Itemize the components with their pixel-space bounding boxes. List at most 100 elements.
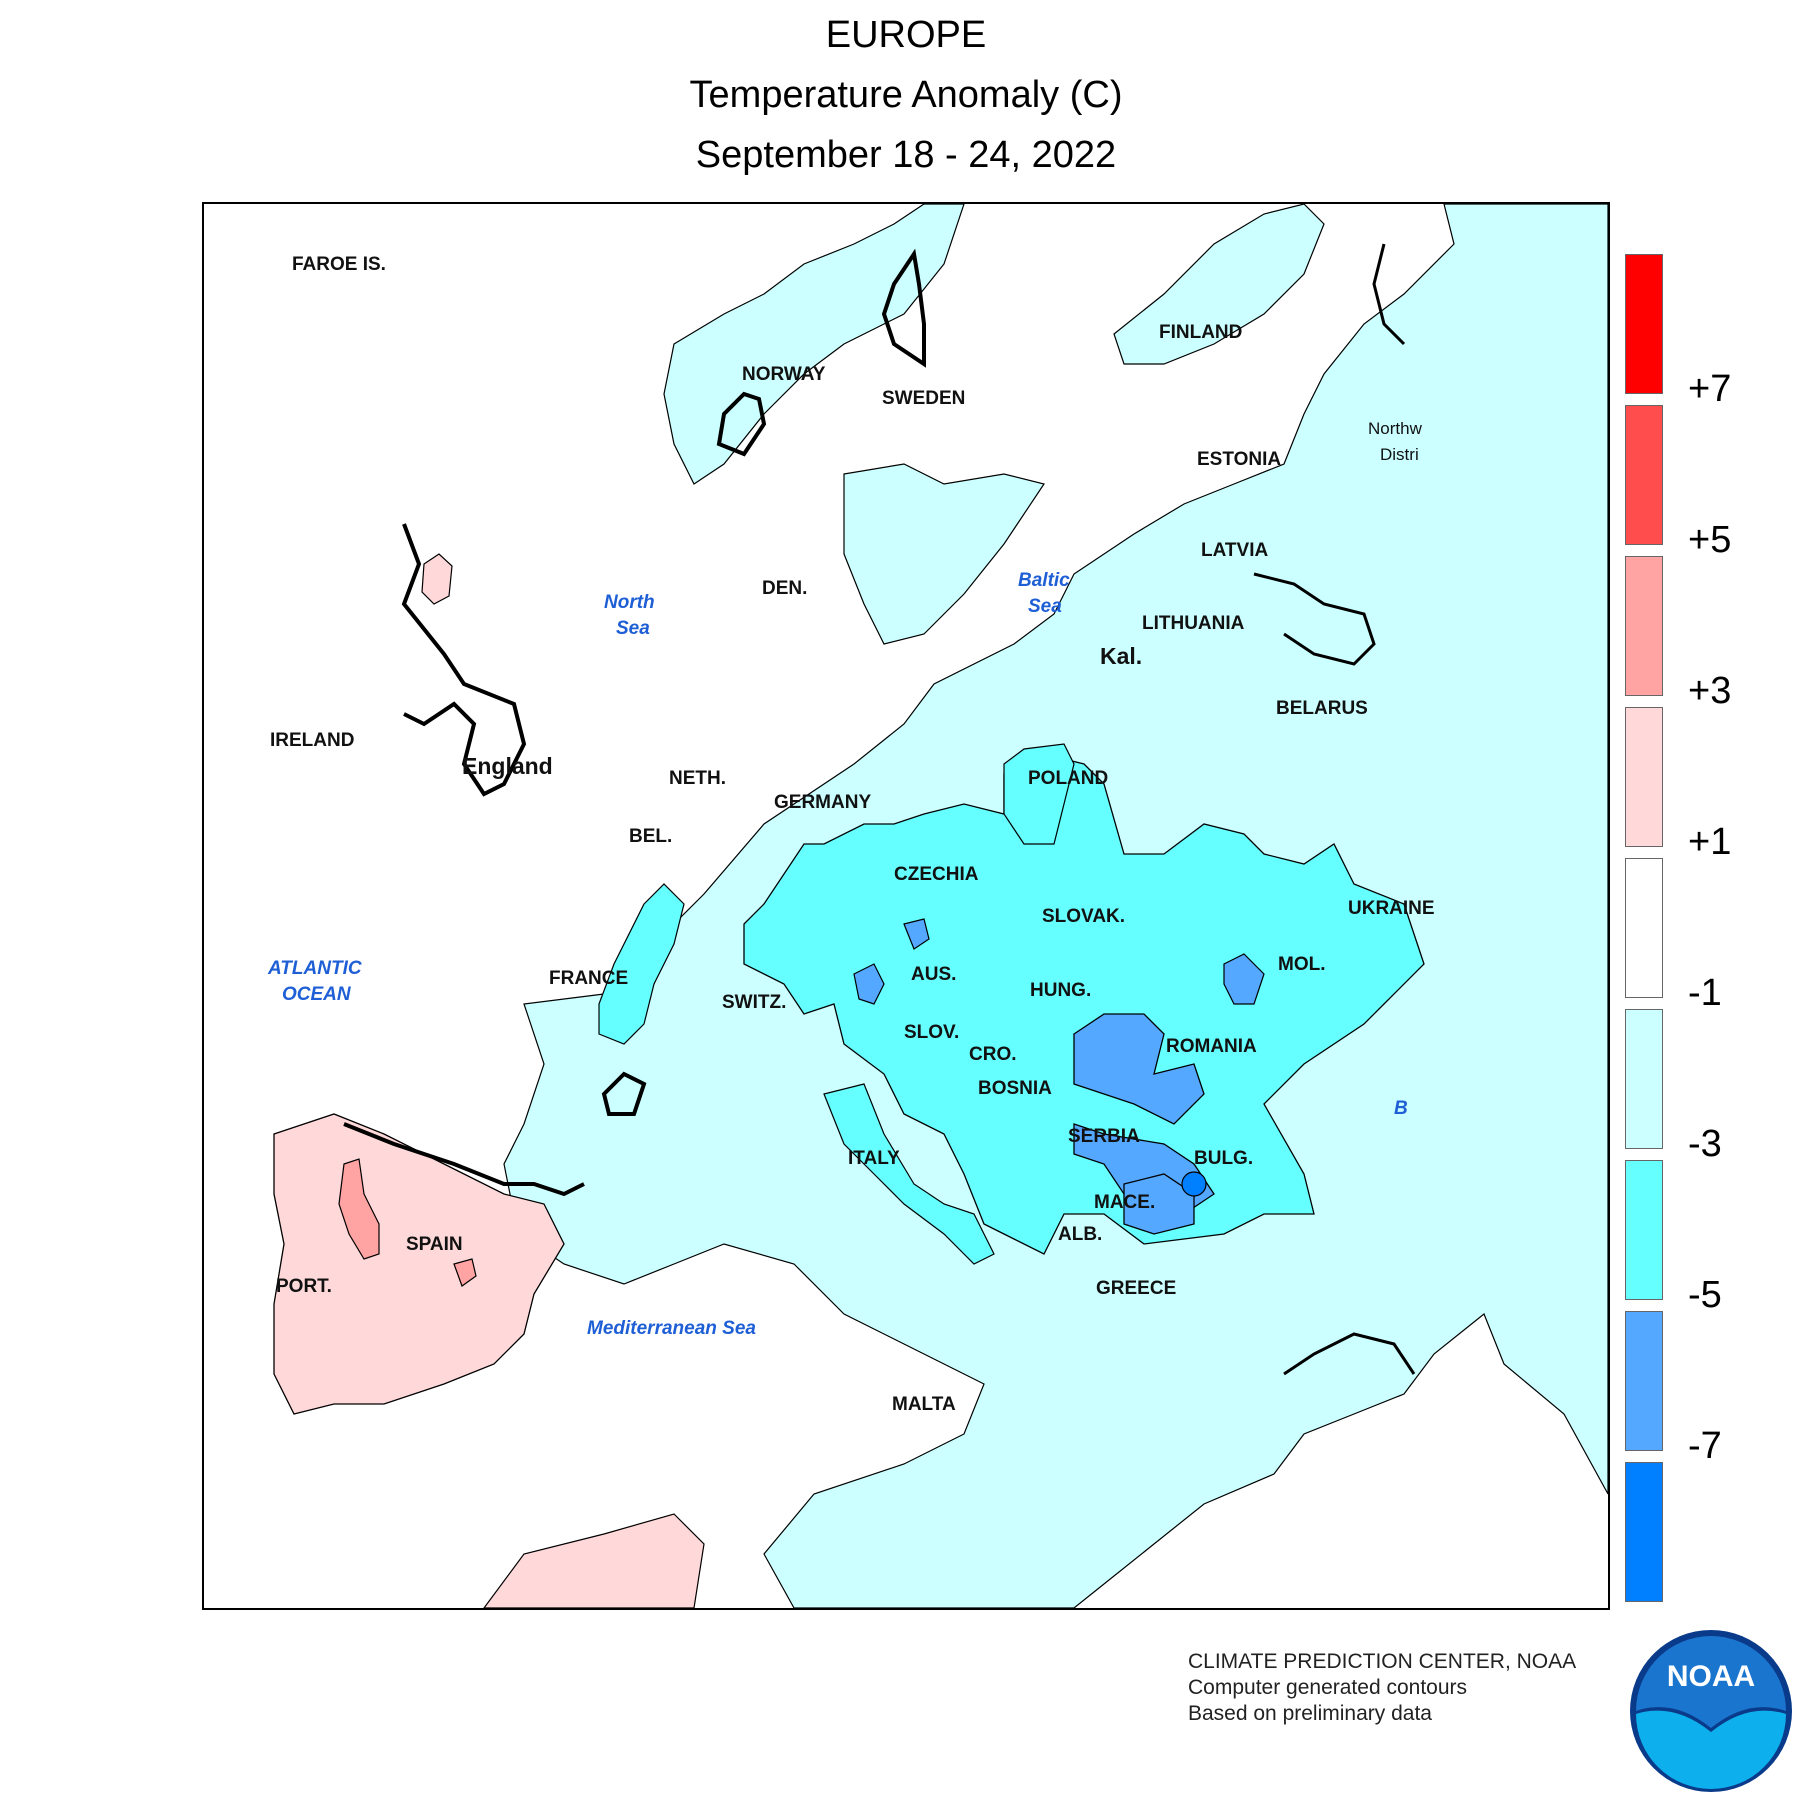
label-slovenia: SLOV. bbox=[904, 1022, 959, 1043]
credit-method: Computer generated contours bbox=[1188, 1676, 1467, 1699]
label-ukraine: UKRAINE bbox=[1348, 898, 1435, 919]
title-variable: Temperature Anomaly (C) bbox=[689, 74, 1123, 116]
anomaly-zone-plus1-plus3-scotland bbox=[421, 553, 453, 605]
label-slovakia: SLOVAK. bbox=[1042, 906, 1125, 927]
label-denmark: DEN. bbox=[762, 578, 807, 599]
label-atlantic-2: OCEAN bbox=[282, 984, 352, 1005]
label-hungary: HUNG. bbox=[1030, 980, 1091, 1001]
contour-finland bbox=[1372, 243, 1406, 346]
legend-swatch bbox=[1625, 1311, 1663, 1451]
anomaly-zone-minus5-minus7-macedonia bbox=[1123, 1173, 1195, 1235]
label-macedonia: MACE. bbox=[1094, 1192, 1155, 1213]
legend-tick-label: -3 bbox=[1688, 1123, 1722, 1165]
label-northwest-district-1: Northw bbox=[1368, 419, 1423, 438]
contour-sweden bbox=[881, 248, 926, 368]
label-belgium: BEL. bbox=[629, 826, 672, 847]
anomaly-zone-minus5-minus7-romania bbox=[1073, 1013, 1205, 1125]
label-portugal: PORT. bbox=[276, 1276, 332, 1297]
label-austria: AUS. bbox=[911, 964, 956, 985]
label-estonia: ESTONIA bbox=[1197, 449, 1281, 470]
anomaly-zone-minus5-minus7-czechia bbox=[903, 918, 930, 950]
label-baltic-sea-2: Sea bbox=[1028, 596, 1062, 617]
label-baltic-sea-1: Baltic bbox=[1018, 570, 1070, 591]
legend-swatch bbox=[1625, 1462, 1663, 1602]
label-atlantic-1: ATLANTIC bbox=[267, 958, 362, 979]
label-latvia: LATVIA bbox=[1201, 540, 1268, 561]
anomaly-zone-minus3-minus5-central bbox=[743, 753, 1425, 1255]
label-north-sea-2: Sea bbox=[616, 618, 650, 639]
legend-tick-label: -5 bbox=[1688, 1274, 1722, 1316]
logo-sky bbox=[1636, 1636, 1786, 1728]
anomaly-zone-poland bbox=[1003, 743, 1075, 845]
label-greece: GREECE bbox=[1096, 1278, 1176, 1299]
anomaly-zone-sweden-south bbox=[843, 463, 1045, 645]
contour-belarus bbox=[1253, 572, 1376, 666]
label-serbia: SERBIA bbox=[1068, 1126, 1140, 1147]
legend-swatch bbox=[1625, 405, 1663, 545]
anomaly-zone-minus5-minus7-moldova bbox=[1223, 953, 1265, 1005]
label-moldova: MOL. bbox=[1278, 954, 1326, 975]
title-date-range: September 18 - 24, 2022 bbox=[695, 134, 1117, 176]
anomaly-zone-plus3-plus5-spain-east bbox=[453, 1258, 477, 1287]
label-france: FRANCE bbox=[549, 968, 628, 989]
label-lithuania: LITHUANIA bbox=[1142, 613, 1245, 634]
label-belarus: BELARUS bbox=[1276, 698, 1368, 719]
contour-france-south bbox=[601, 1071, 647, 1116]
label-norway: NORWAY bbox=[742, 364, 826, 385]
label-northwest-district-2: Distri bbox=[1380, 445, 1419, 464]
label-kaliningrad: Kal. bbox=[1100, 643, 1142, 669]
label-north-sea-1: North bbox=[604, 592, 655, 613]
label-netherlands: NETH. bbox=[669, 768, 726, 789]
legend-swatch bbox=[1625, 1160, 1663, 1300]
legend-swatch bbox=[1625, 1009, 1663, 1149]
legend-swatch bbox=[1625, 707, 1663, 847]
anomaly-zone-plus3-plus5-spain bbox=[338, 1158, 380, 1260]
label-croatia: CRO. bbox=[969, 1044, 1017, 1065]
contour-uk bbox=[401, 523, 527, 797]
contour-spain-north bbox=[343, 1122, 585, 1197]
anomaly-zone-france-east bbox=[598, 883, 685, 1045]
noaa-logo: NOAA bbox=[1630, 1630, 1792, 1792]
label-romania: ROMANIA bbox=[1166, 1036, 1257, 1057]
label-switzerland: SWITZ. bbox=[722, 992, 786, 1013]
label-bosnia: BOSNIA bbox=[978, 1078, 1052, 1099]
credit-agency: CLIMATE PREDICTION CENTER, NOAA bbox=[1188, 1650, 1577, 1673]
logo-ocean bbox=[1636, 1710, 1786, 1789]
label-black-sea-fragment: B bbox=[1394, 1098, 1408, 1119]
label-mediterranean-sea: Mediterranean Sea bbox=[587, 1318, 756, 1339]
map-svg: FAROE IS. NORWAY SWEDEN FINLAND ESTONIA … bbox=[204, 204, 1608, 1608]
anomaly-map: FAROE IS. NORWAY SWEDEN FINLAND ESTONIA … bbox=[202, 202, 1610, 1610]
label-italy: ITALY bbox=[848, 1148, 900, 1169]
label-poland: POLAND bbox=[1028, 768, 1108, 789]
label-sweden: SWEDEN bbox=[882, 388, 965, 409]
legend-swatch bbox=[1625, 254, 1663, 394]
legend-tick-label: -1 bbox=[1688, 972, 1722, 1014]
legend-swatch bbox=[1625, 858, 1663, 998]
title-region: EUROPE bbox=[825, 14, 987, 56]
legend-tick-label: +7 bbox=[1688, 368, 1732, 410]
legend-swatch bbox=[1625, 556, 1663, 696]
logo-text: NOAA bbox=[1667, 1660, 1755, 1693]
legend-tick-label: +3 bbox=[1688, 670, 1732, 712]
anomaly-zone-norway bbox=[663, 204, 965, 485]
label-malta: MALTA bbox=[892, 1394, 956, 1415]
anomaly-zone-finland bbox=[1113, 204, 1325, 365]
credit-data-note: Based on preliminary data bbox=[1188, 1702, 1432, 1725]
label-bulgaria: BULG. bbox=[1194, 1148, 1253, 1169]
label-england: England bbox=[462, 753, 553, 779]
label-albania: ALB. bbox=[1058, 1224, 1102, 1245]
label-faroe: FAROE IS. bbox=[292, 254, 386, 275]
legend-tick-label: +1 bbox=[1688, 821, 1732, 863]
label-spain: SPAIN bbox=[406, 1234, 463, 1255]
label-czechia: CZECHIA bbox=[894, 864, 979, 885]
anomaly-zone-plus1-plus3-africa bbox=[483, 1513, 705, 1608]
contour-norway bbox=[716, 391, 767, 457]
label-finland: FINLAND bbox=[1159, 322, 1242, 343]
label-germany: GERMANY bbox=[774, 792, 871, 813]
label-ireland: IRELAND bbox=[270, 730, 354, 751]
anomaly-zone-italy-east bbox=[823, 1083, 995, 1265]
legend-tick-label: -7 bbox=[1688, 1425, 1722, 1467]
contour-balkans bbox=[1283, 1332, 1416, 1376]
legend-tick-label: +5 bbox=[1688, 519, 1732, 561]
anomaly-zone-minus5-minus7-austria bbox=[853, 963, 885, 1005]
